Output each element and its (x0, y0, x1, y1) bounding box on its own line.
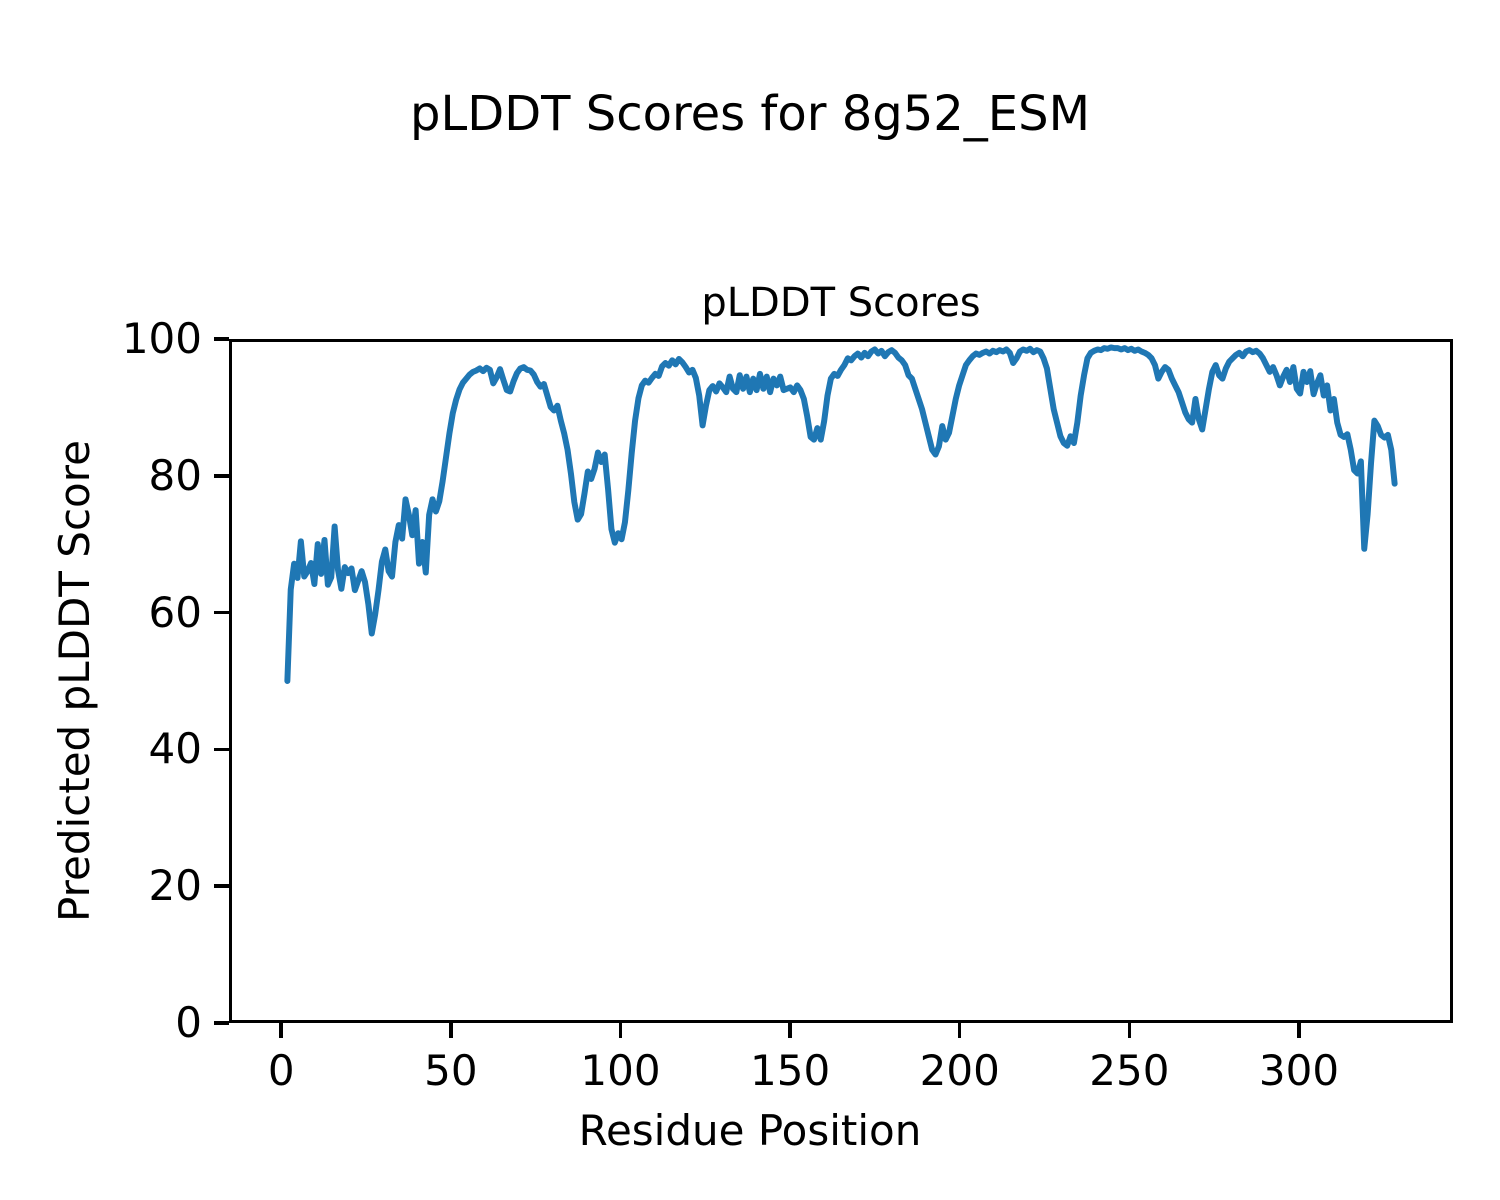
x-axis-label: Residue Position (578, 1106, 922, 1155)
x-tick-mark (957, 1023, 962, 1038)
x-tick-label: 250 (1089, 1046, 1170, 1095)
x-tick-label: 300 (1258, 1046, 1340, 1095)
y-tick-label: 40 (148, 724, 202, 774)
y-tick-label: 100 (121, 314, 202, 363)
y-tick-label: 60 (148, 587, 202, 637)
y-tick-mark (214, 474, 229, 478)
x-tick-label: 100 (580, 1046, 661, 1095)
x-tick-mark (1297, 1023, 1301, 1038)
y-tick-label: 0 (175, 998, 202, 1047)
y-tick-mark (214, 337, 229, 341)
figure-title: pLDDT Scores for 8g52_ESM (410, 86, 1090, 142)
x-tick-mark (279, 1023, 283, 1038)
y-tick-mark (214, 610, 229, 615)
x-tick-mark (449, 1023, 453, 1038)
y-tick-label: 20 (148, 861, 202, 911)
x-tick-label: 150 (750, 1046, 831, 1095)
y-tick-label: 80 (148, 450, 202, 500)
x-tick-mark (788, 1023, 792, 1038)
y-tick-mark (214, 884, 229, 888)
y-axis-label-text: Predicted pLDDT Score (49, 440, 99, 922)
x-tick-label: 50 (424, 1046, 478, 1095)
x-tick-mark (618, 1023, 623, 1038)
axes-title: pLDDT Scores (701, 280, 981, 326)
y-tick-mark (214, 1021, 229, 1025)
y-tick-mark (214, 747, 229, 752)
x-tick-mark (1127, 1023, 1132, 1038)
x-tick-label: 0 (267, 1046, 295, 1095)
plot-canvas (284, 344, 1398, 684)
plddt-line-series (284, 344, 1398, 684)
x-tick-label: 200 (919, 1046, 1000, 1095)
plot-area (229, 339, 1453, 1023)
